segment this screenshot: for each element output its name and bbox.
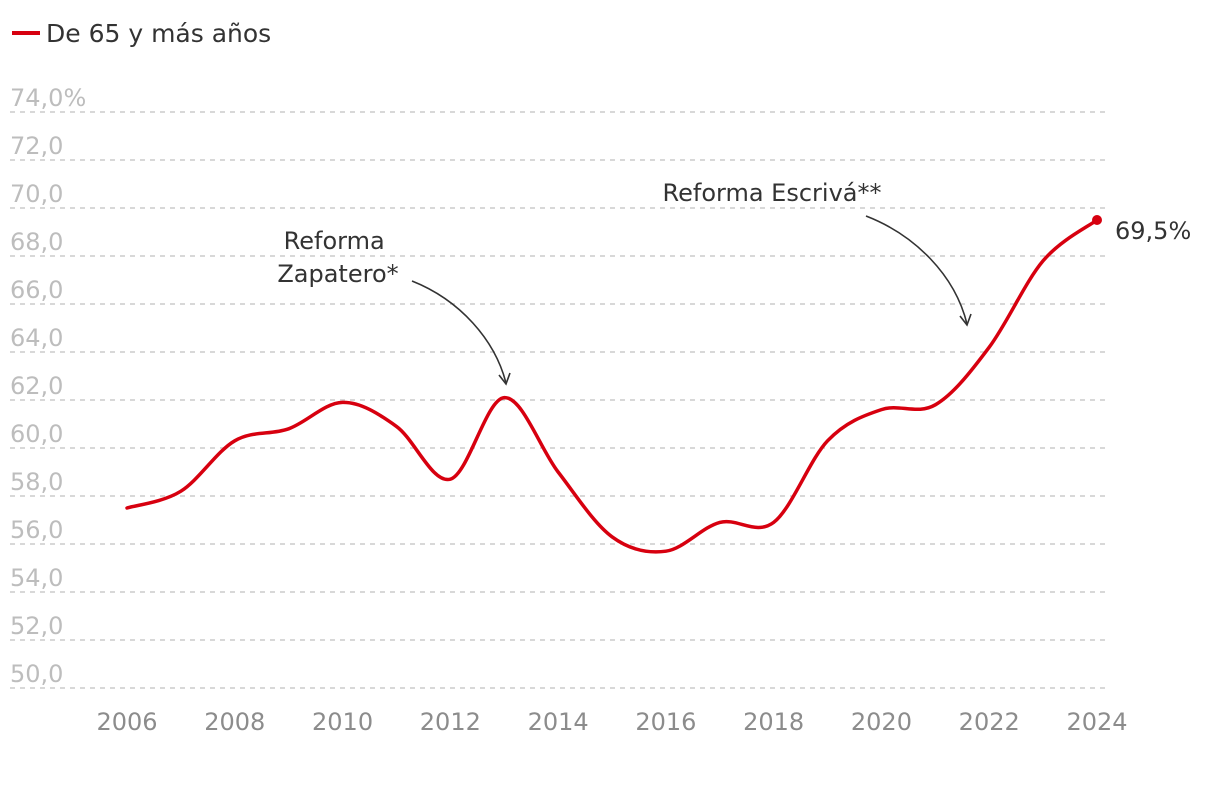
- annotation-zapatero-label: Reforma Zapatero*: [277, 227, 398, 288]
- y-tick-label-66: 66,0: [10, 276, 63, 304]
- annotation-escriva-arrowhead: [959, 313, 972, 327]
- series-line-0: [125, 218, 1099, 554]
- y-tick-label-70: 70,0: [10, 180, 63, 208]
- series-end-point: [1092, 215, 1102, 225]
- x-tick-label-2022: 2022: [959, 708, 1020, 736]
- y-tick-label-50: 50,0: [10, 660, 63, 688]
- annotation-zapatero-line-2: Zapatero*: [277, 260, 398, 288]
- x-tick-label-2006: 2006: [96, 708, 157, 736]
- y-tick-label-52: 52,0: [10, 612, 63, 640]
- annotation-escriva-label: Reforma Escrivá**: [663, 179, 882, 207]
- series-end-label: 69,5%: [1115, 217, 1191, 245]
- x-tick-label-2012: 2012: [420, 708, 481, 736]
- y-tick-label-62: 62,0: [10, 372, 63, 400]
- y-tick-label-54: 54,0: [10, 564, 63, 592]
- y-tick-label-64: 64,0: [10, 324, 63, 352]
- x-tick-label-2018: 2018: [743, 708, 804, 736]
- legend-label: De 65 y más años: [46, 19, 271, 48]
- legend: De 65 y más años: [12, 19, 271, 48]
- x-tick-label-2014: 2014: [528, 708, 589, 736]
- x-tick-label-2010: 2010: [312, 708, 373, 736]
- x-tick-label-2020: 2020: [851, 708, 912, 736]
- x-axis-tick-labels: 2006 2008 2010 2012 2014 2016 2018 2020 2022 2024: [96, 708, 1127, 736]
- series-layer: 69,5%: [125, 215, 1191, 554]
- y-tick-label-58: 58,0: [10, 468, 63, 496]
- y-tick-label-72: 72,0: [10, 132, 63, 160]
- y-tick-label-74: 74,0%: [10, 84, 86, 112]
- annotation-escriva-arrow: [865, 215, 968, 325]
- annotation-zapatero-arrow: [411, 280, 507, 384]
- y-tick-label-68: 68,0: [10, 228, 63, 256]
- gridlines: [10, 111, 1108, 689]
- annotation-zapatero-arrowhead: [498, 372, 511, 386]
- annotations: Reforma Zapatero* Reforma Escrivá**: [277, 179, 972, 386]
- annotation-zapatero-line-1: Reforma: [284, 227, 385, 255]
- x-tick-label-2016: 2016: [635, 708, 696, 736]
- y-axis-tick-labels: 50,0 52,0 54,0 56,0 58,0 60,0 62,0 64,0 66,0 68,0…: [10, 84, 86, 688]
- y-tick-label-60: 60,0: [10, 420, 63, 448]
- y-tick-label-56: 56,0: [10, 516, 63, 544]
- x-tick-label-2024: 2024: [1066, 708, 1127, 736]
- x-tick-label-2008: 2008: [204, 708, 265, 736]
